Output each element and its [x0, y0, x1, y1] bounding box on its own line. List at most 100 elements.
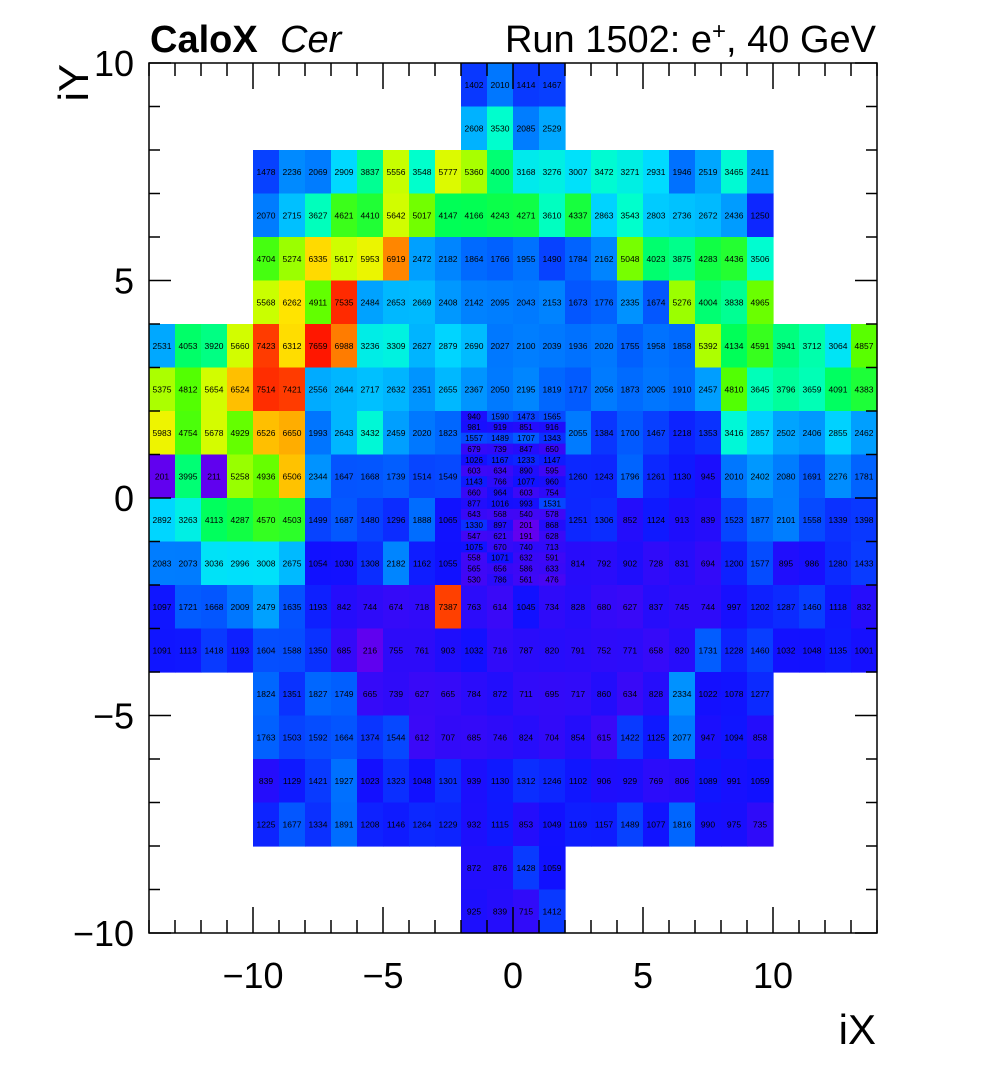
heatmap-cell: [461, 889, 488, 934]
heatmap-cell: [461, 476, 488, 488]
cell-value-label: 1330: [465, 521, 483, 530]
cell-value-label: 3465: [725, 167, 744, 177]
cell-value-label: 3712: [803, 341, 822, 351]
heatmap-cell: [747, 454, 774, 499]
run-prefix: Run 1502: e: [505, 19, 712, 61]
heatmap-cell: [409, 454, 436, 499]
heatmap-cell: [643, 715, 670, 760]
heatmap-cell: [487, 519, 514, 532]
heatmap-cell: [461, 465, 488, 477]
heatmap-cells: [149, 63, 878, 934]
cell-value-label: 1001: [855, 645, 874, 655]
heatmap-cell: [539, 237, 566, 282]
cell-value-label: 981: [467, 423, 481, 432]
heatmap-cell: [331, 715, 358, 760]
cell-value-label: 847: [519, 445, 533, 454]
cell-value-label: 986: [805, 558, 819, 568]
cell-value-label: 1858: [673, 341, 692, 351]
heatmap-cell: [513, 759, 540, 804]
cell-value-label: 1796: [621, 471, 640, 481]
cell-value-label: 1489: [621, 819, 640, 829]
heatmap-cell: [149, 367, 176, 412]
cell-value-label: 939: [467, 776, 481, 786]
cell-value-label: 1374: [361, 732, 380, 742]
cell-value-label: 715: [519, 906, 533, 916]
heatmap-cell: [565, 802, 592, 847]
cell-value-label: 2182: [387, 558, 406, 568]
heatmap-cell: [383, 193, 410, 238]
cell-value-label: 4271: [517, 210, 536, 220]
heatmap-cell: [487, 715, 514, 760]
y-tick-label: −10: [73, 913, 134, 954]
heatmap-cell: [695, 280, 722, 325]
heatmap-cell: [357, 628, 384, 673]
heatmap-cell: [825, 411, 852, 456]
cell-value-label: 660: [467, 488, 481, 497]
heatmap-cell: [279, 759, 306, 804]
heatmap-cell: [383, 672, 410, 717]
cell-value-label: 1350: [309, 645, 328, 655]
cell-value-label: 1323: [387, 776, 406, 786]
heatmap-cell: [617, 715, 644, 760]
heatmap-cell: [435, 802, 462, 847]
heatmap-cell: [305, 150, 332, 195]
heatmap-cell: [461, 443, 488, 456]
heatmap-cell: [487, 454, 514, 466]
heatmap-cell: [435, 324, 462, 369]
cell-value-label: 771: [623, 645, 637, 655]
title-brand: CaloX: [150, 19, 258, 61]
cell-value-label: 7514: [257, 384, 276, 394]
heatmap-cell: [851, 498, 878, 543]
heatmap-cell: [617, 411, 644, 456]
heatmap-cell: [591, 324, 618, 369]
cell-value-label: 4929: [231, 428, 250, 438]
cell-value-label: 4812: [179, 384, 198, 394]
y-tick-label: 10: [94, 43, 134, 84]
heatmap-cell: [383, 715, 410, 760]
cell-value-label: 947: [701, 732, 715, 742]
heatmap-cell: [773, 411, 800, 456]
cell-value-label: 1428: [517, 863, 536, 873]
heatmap-cell: [305, 585, 332, 630]
cell-value-label: 586: [519, 565, 533, 574]
x-axis-label: iX: [839, 1006, 876, 1053]
heatmap-cell: [799, 585, 826, 630]
heatmap-cell: [253, 498, 280, 543]
heatmap-cell: [305, 324, 332, 369]
heatmap-cell: [513, 541, 540, 553]
heatmap-cell: [201, 628, 228, 673]
heatmap-cell: [695, 498, 722, 543]
heatmap-cell: [487, 280, 514, 325]
cell-value-label: 940: [467, 412, 481, 421]
cell-value-label: 561: [519, 575, 533, 584]
heatmap-cell: [513, 530, 540, 543]
heatmap-cell: [851, 541, 878, 586]
heatmap-cell: [721, 585, 748, 630]
cell-value-label: 1208: [361, 819, 380, 829]
heatmap-cell: [409, 237, 436, 282]
cell-value-label: 3506: [751, 254, 770, 264]
cell-value-label: 3309: [387, 341, 406, 351]
cell-value-label: 1480: [361, 515, 380, 525]
cell-value-label: 5375: [153, 384, 172, 394]
cell-value-label: 1514: [413, 471, 432, 481]
cell-value-label: 1077: [517, 478, 535, 487]
heatmap-cell: [747, 541, 774, 586]
heatmap-cell: [253, 802, 280, 847]
heatmap-cell: [487, 759, 514, 804]
heatmap-cell: [513, 487, 540, 499]
cell-value-label: 5678: [205, 428, 224, 438]
cell-value-label: 5017: [413, 210, 432, 220]
heatmap-cell: [435, 628, 462, 673]
heatmap-cell: [305, 628, 332, 673]
heatmap-cell: [617, 541, 644, 586]
cell-value-label: 4000: [491, 167, 510, 177]
cell-value-label: 1243: [595, 471, 614, 481]
heatmap-cell: [253, 628, 280, 673]
cell-value-label: 713: [545, 543, 559, 552]
cell-value-label: 1421: [309, 776, 328, 786]
cell-value-label: 4754: [179, 428, 198, 438]
cell-value-label: 2556: [309, 384, 328, 394]
heatmap-cell: [175, 324, 202, 369]
cell-value-label: 1054: [309, 558, 328, 568]
